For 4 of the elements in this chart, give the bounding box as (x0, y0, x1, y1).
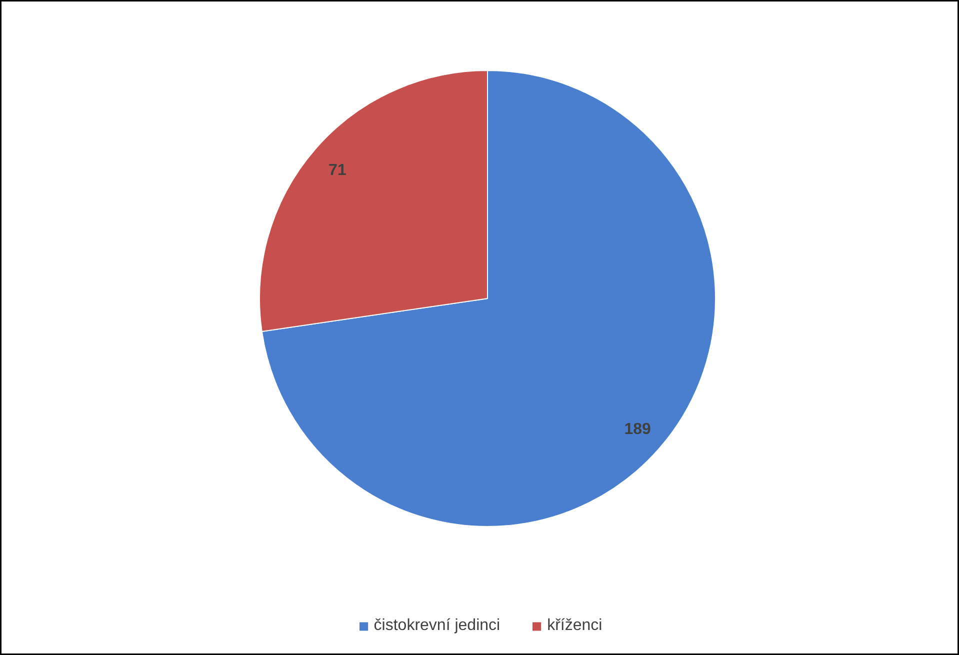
data-label: 189 (624, 421, 651, 438)
legend-label: čistokrevní jedinci (374, 617, 500, 635)
data-label: 71 (328, 162, 346, 179)
legend-label: kříženci (547, 617, 602, 635)
